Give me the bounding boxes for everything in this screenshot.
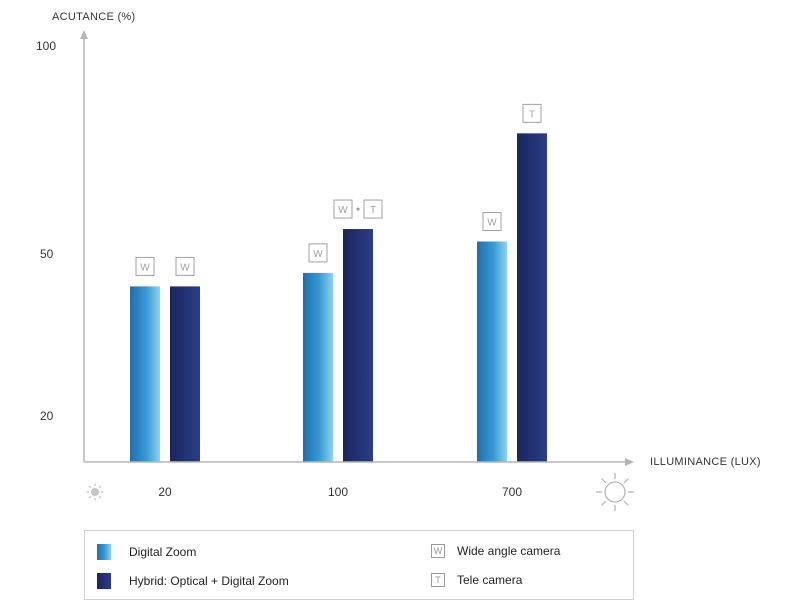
camera-tag-digital-zoom-700: W (482, 212, 502, 232)
camera-box-w: W (308, 243, 328, 263)
camera-tag-digital-zoom-20: W (135, 256, 155, 276)
camera-box-w: W (175, 256, 195, 276)
tele-box-icon: T (431, 573, 445, 587)
legend: Digital Zoom Hybrid: Optical + Digital Z… (84, 530, 634, 600)
svg-text:T: T (529, 109, 535, 120)
legend-label-tele: Tele camera (457, 573, 523, 587)
camera-tag-digital-zoom-100: W (308, 243, 328, 263)
bar-digital-zoom-20 (130, 286, 160, 462)
svg-text:W: W (338, 205, 348, 216)
x-tick-100: 100 (328, 485, 348, 499)
x-tick-700: 700 (502, 485, 522, 499)
y-axis-arrow (80, 30, 88, 39)
svg-text:W: W (313, 249, 323, 260)
camera-separator-dot (356, 207, 360, 211)
x-tick-20: 20 (158, 485, 172, 499)
y-tick-50: 50 (40, 247, 54, 261)
bar-hybrid-zoom-700 (517, 133, 547, 463)
camera-tag-hybrid-zoom-20: W (175, 256, 195, 276)
bar-hybrid-zoom-100 (343, 229, 373, 462)
svg-text:T: T (370, 205, 376, 216)
camera-box-w: W (333, 199, 353, 219)
y-axis-label: ACUTANCE (%) (52, 11, 135, 23)
camera-box-t: T (522, 103, 542, 123)
camera-tag-hybrid-zoom-700: T (522, 103, 542, 123)
legend-label-hybrid-zoom: Hybrid: Optical + Digital Zoom (129, 574, 289, 588)
legend-item-tele: T Tele camera (431, 573, 522, 587)
svg-text:W: W (180, 262, 190, 273)
legend-item-hybrid-zoom: Hybrid: Optical + Digital Zoom (97, 573, 289, 589)
bar-digital-zoom-100 (303, 272, 333, 462)
y-tick-20: 20 (40, 409, 54, 423)
x-axis-label: ILLUMINANCE (LUX) (650, 456, 761, 468)
dim-sun-icon (86, 483, 104, 501)
bar-digital-zoom-700 (477, 241, 507, 462)
camera-box-t: T (363, 199, 383, 219)
legend-label-digital-zoom: Digital Zoom (129, 545, 197, 559)
legend-item-wide-angle: W Wide angle camera (431, 544, 560, 558)
chart: ACUTANCE (%) ILLUMINANCE (LUX) 100 50 20… (36, 11, 761, 511)
legend-item-digital-zoom: Digital Zoom (97, 544, 196, 560)
y-tick-100: 100 (36, 39, 56, 53)
camera-box-w: W (135, 256, 155, 276)
wide-angle-box-icon: W (431, 544, 445, 558)
legend-label-wide-angle: Wide angle camera (457, 544, 561, 558)
x-axis-arrow (625, 458, 634, 466)
bar-hybrid-zoom-20 (170, 286, 200, 462)
svg-text:W: W (140, 262, 150, 273)
svg-text:W: W (487, 218, 497, 229)
legend-swatch-digital-zoom (97, 544, 111, 560)
bright-sun-icon (596, 473, 634, 511)
legend-swatch-hybrid-zoom (97, 573, 111, 589)
camera-box-w: W (482, 212, 502, 232)
